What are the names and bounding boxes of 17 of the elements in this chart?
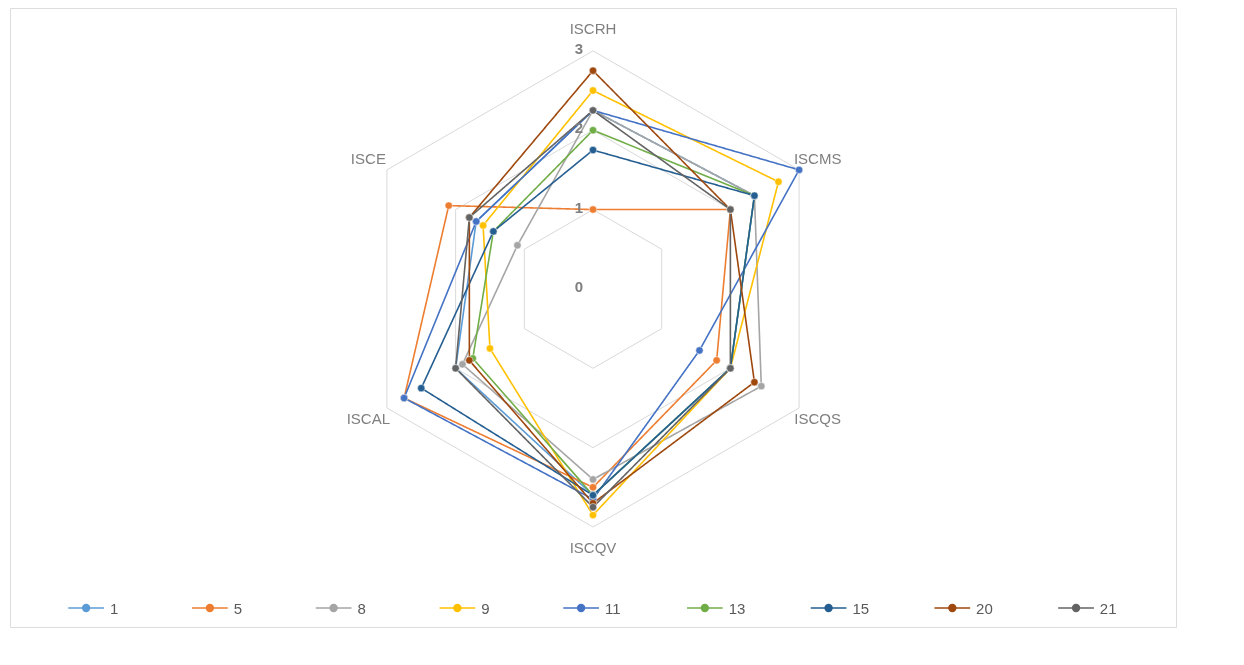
spoke-label: ISCAL [346,409,391,427]
y-tick-label: 3 [574,39,584,57]
y-tick-label: 0 [574,277,584,295]
legend-label: 13 [728,599,746,617]
spoke-label: ISCE [350,150,386,168]
legend-label: 5 [233,599,243,617]
spoke-label: ISCRH [569,20,617,38]
legend-label: 1 [109,599,119,617]
spoke-label: ISCQS [794,409,841,427]
legend-label: 15 [852,599,870,617]
legend-label: 11 [604,599,621,617]
spoke-label: ISCMS [793,150,842,168]
spoke-label: ISCQV [569,539,617,557]
legend-label: 8 [357,599,366,617]
legend-label: 9 [481,599,490,617]
legend-label: 21 [1099,599,1117,617]
legend-label: 20 [976,599,993,617]
